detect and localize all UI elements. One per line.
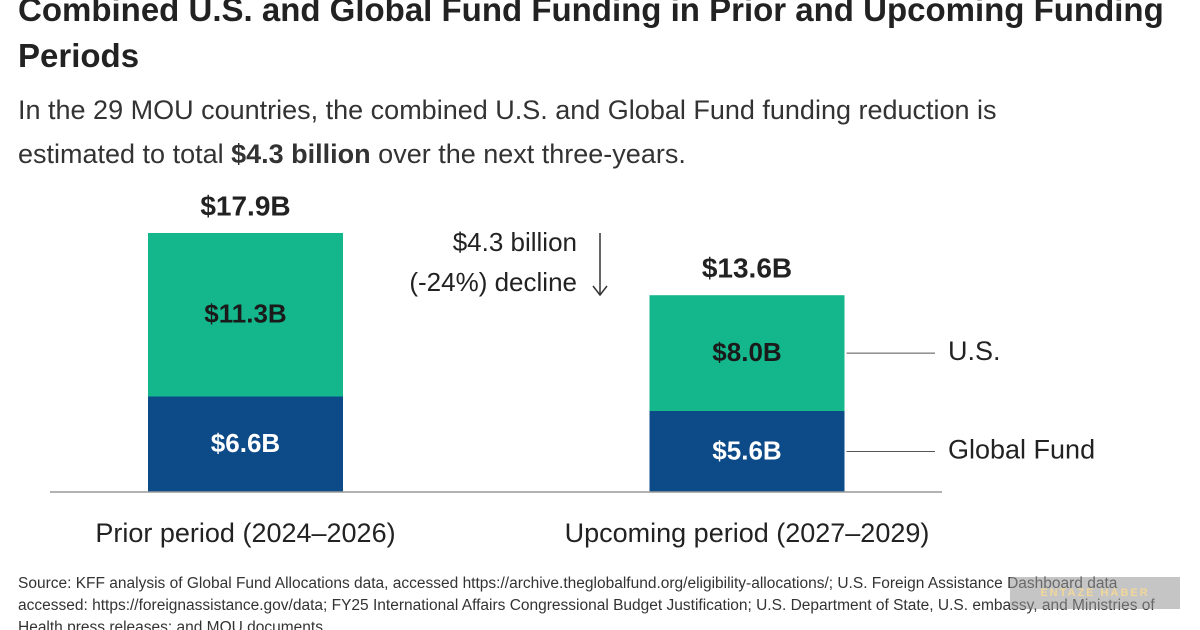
annotation-arrowhead: [592, 285, 608, 297]
bar-segment: [148, 232, 343, 397]
subtitle-highlight: $4.3 billion: [231, 139, 371, 169]
legend-label: Global Fund: [948, 435, 1095, 465]
bar-segment: [649, 410, 845, 492]
value-label: $8.0B: [712, 337, 781, 367]
legend-label: U.S.: [948, 336, 1001, 366]
annotation: (-24%) decline: [409, 267, 577, 297]
total-label: $17.9B: [200, 190, 290, 221]
x-tick-label: Upcoming period (2027–2029): [565, 518, 930, 548]
subtitle: In the 29 MOU countries, the combined U.…: [18, 88, 1188, 176]
watermark: ENTAZE HABER: [1010, 577, 1180, 609]
bar-segment: [148, 396, 343, 492]
subtitle-text: estimated to total: [18, 139, 232, 169]
source-note: Source: KFF analysis of Global Fund Allo…: [18, 575, 1155, 630]
bar-segment: [649, 295, 845, 411]
total-label: $13.6B: [702, 253, 792, 284]
subtitle-text: over the next three-years.: [370, 139, 686, 169]
value-label: $5.6B: [712, 435, 781, 465]
annotation: $4.3 billion: [453, 227, 577, 257]
subtitle-text: In the 29 MOU countries, the combined U.…: [18, 95, 997, 125]
value-label: $6.6B: [211, 428, 280, 458]
x-tick-label: Prior period (2024–2026): [95, 518, 395, 548]
value-label: $11.3B: [204, 299, 286, 329]
chart-title: Combined U.S. and Global Fund Funding in…: [18, 0, 1164, 74]
